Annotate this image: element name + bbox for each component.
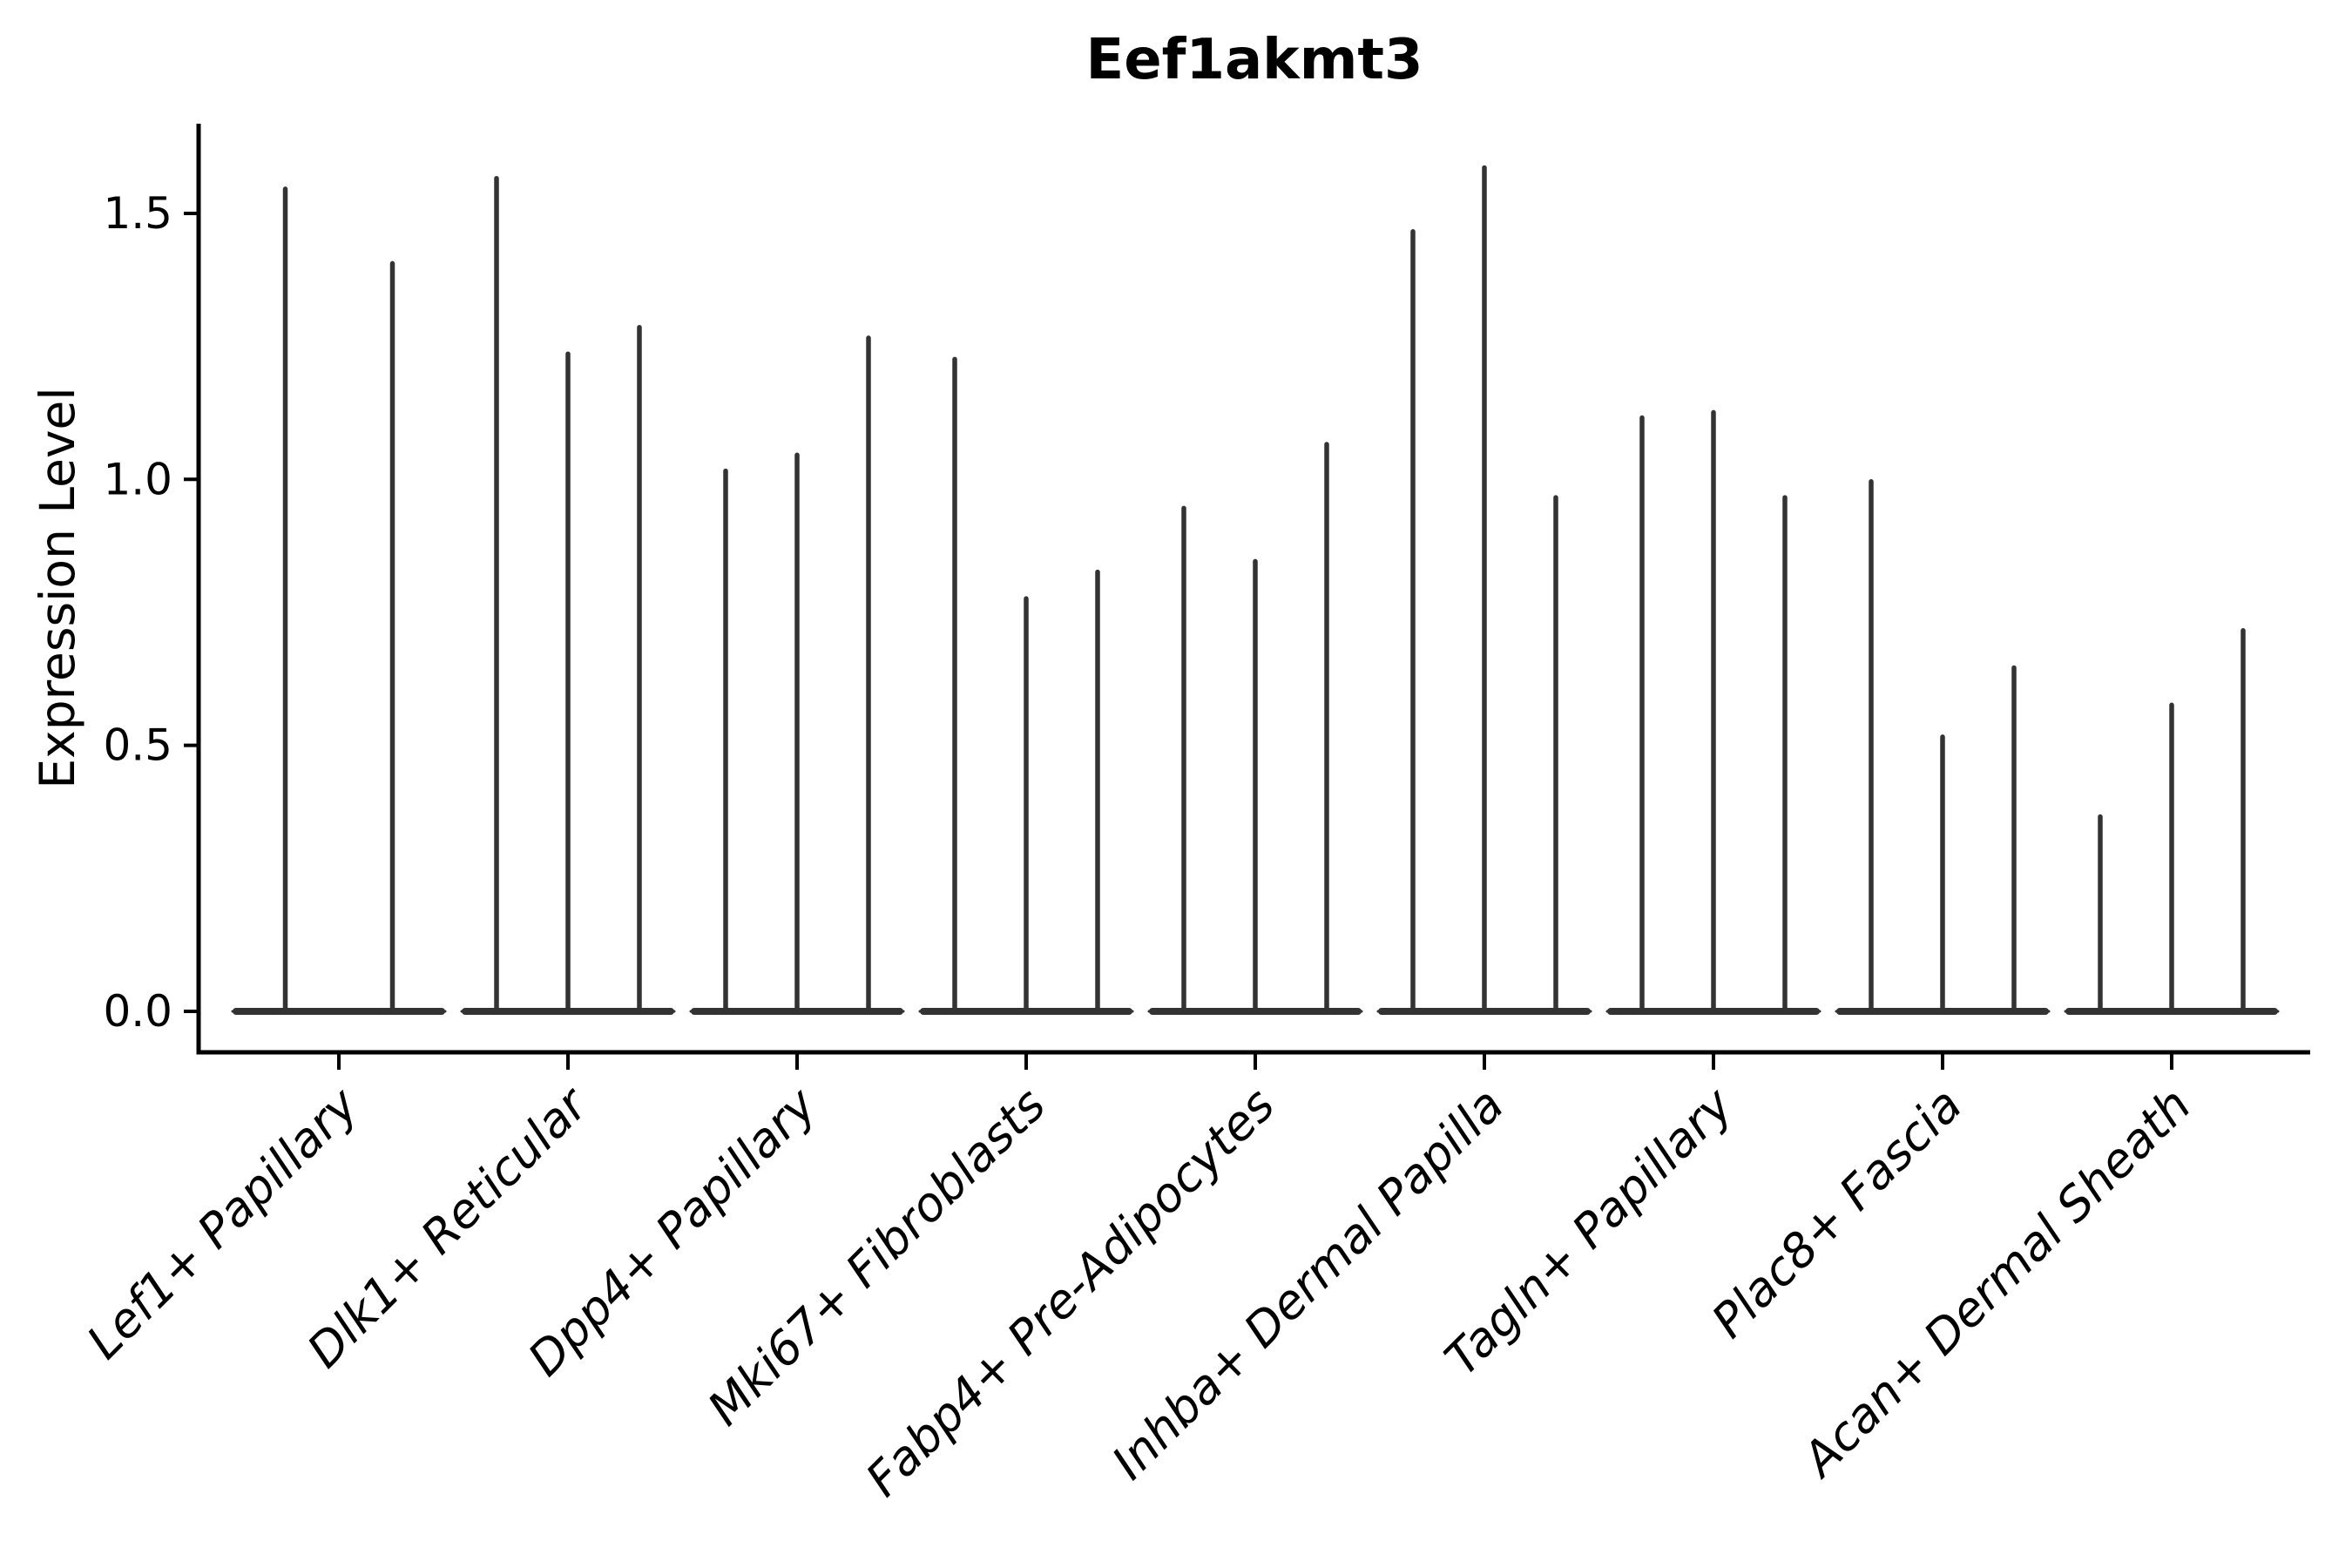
y-tick-label: 1.5 xyxy=(103,188,172,239)
x-tick-label: Fabp4+ Pre-Adipocytes xyxy=(855,1078,1285,1507)
x-tick-label: Acan+ Dermal Sheath xyxy=(1790,1078,2201,1489)
y-tick-label: 0.5 xyxy=(103,720,172,771)
plot-title: Eef1akmt3 xyxy=(1085,28,1423,92)
y-tick-label: 1.0 xyxy=(103,454,172,504)
x-tick-label: Inhba+ Dermal Papilla xyxy=(1101,1078,1514,1490)
y-tick-label: 0.0 xyxy=(103,986,172,1037)
